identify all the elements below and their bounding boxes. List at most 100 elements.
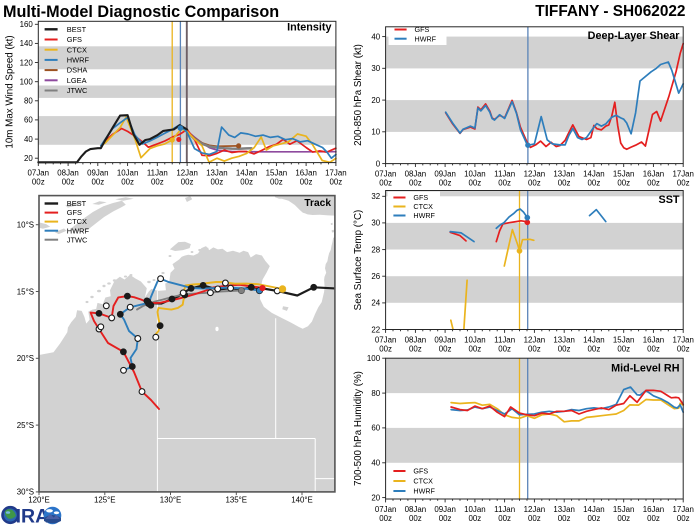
- svg-text:07Jan: 07Jan: [375, 335, 397, 344]
- svg-text:11Jan: 11Jan: [494, 335, 515, 344]
- svg-text:00z: 00z: [270, 178, 283, 187]
- svg-text:SST: SST: [659, 194, 680, 206]
- svg-text:11Jan: 11Jan: [494, 505, 515, 514]
- svg-text:20: 20: [371, 493, 380, 502]
- svg-text:00z: 00z: [647, 179, 660, 188]
- svg-text:10°S: 10°S: [17, 221, 34, 230]
- svg-text:13Jan: 13Jan: [553, 505, 575, 514]
- svg-text:140: 140: [20, 39, 34, 48]
- svg-text:00z: 00z: [409, 179, 422, 188]
- svg-text:26: 26: [371, 272, 380, 281]
- svg-text:24: 24: [371, 299, 380, 308]
- svg-text:125°E: 125°E: [94, 496, 116, 505]
- svg-text:00z: 00z: [677, 344, 690, 353]
- svg-text:Deep-Layer Shear: Deep-Layer Shear: [588, 30, 681, 42]
- svg-text:17Jan: 17Jan: [672, 335, 694, 344]
- svg-text:25°S: 25°S: [17, 421, 34, 430]
- svg-text:00z: 00z: [558, 514, 571, 523]
- svg-text:GFS: GFS: [413, 193, 428, 202]
- svg-text:700-500 hPa Humidity (%): 700-500 hPa Humidity (%): [353, 371, 364, 486]
- svg-text:CTCX: CTCX: [67, 45, 87, 54]
- svg-text:00z: 00z: [439, 344, 452, 353]
- svg-text:16Jan: 16Jan: [295, 168, 317, 177]
- svg-text:CTCX: CTCX: [413, 202, 433, 211]
- svg-text:10Jan: 10Jan: [464, 505, 486, 514]
- svg-text:GFS: GFS: [415, 25, 430, 34]
- svg-text:09Jan: 09Jan: [87, 168, 109, 177]
- svg-text:00z: 00z: [379, 514, 392, 523]
- svg-text:GFS: GFS: [413, 467, 428, 476]
- svg-text:32: 32: [371, 192, 380, 201]
- svg-text:17Jan: 17Jan: [325, 168, 347, 177]
- svg-text:15Jan: 15Jan: [613, 505, 635, 514]
- svg-text:17Jan: 17Jan: [672, 169, 694, 178]
- svg-text:00z: 00z: [617, 514, 630, 523]
- svg-text:00z: 00z: [121, 178, 134, 187]
- svg-text:20: 20: [371, 96, 380, 105]
- svg-text:00z: 00z: [617, 179, 630, 188]
- svg-text:00z: 00z: [498, 344, 511, 353]
- svg-text:00z: 00z: [409, 514, 422, 523]
- svg-text:00z: 00z: [300, 178, 313, 187]
- svg-text:15°S: 15°S: [17, 287, 34, 296]
- svg-text:00z: 00z: [240, 178, 253, 187]
- svg-text:130°E: 130°E: [160, 496, 182, 505]
- svg-text:07Jan: 07Jan: [375, 169, 397, 178]
- svg-text:00z: 00z: [151, 178, 164, 187]
- svg-text:00z: 00z: [677, 179, 690, 188]
- svg-text:00z: 00z: [588, 344, 601, 353]
- svg-text:Track: Track: [304, 198, 331, 209]
- svg-text:LGEA: LGEA: [67, 76, 87, 85]
- svg-text:10: 10: [371, 128, 380, 137]
- svg-text:140°E: 140°E: [291, 496, 313, 505]
- svg-text:00z: 00z: [528, 179, 541, 188]
- svg-text:Mid-Level RH: Mid-Level RH: [611, 363, 680, 375]
- svg-text:HWRF: HWRF: [415, 34, 437, 43]
- svg-text:14Jan: 14Jan: [583, 505, 605, 514]
- svg-text:00z: 00z: [558, 179, 571, 188]
- svg-text:11Jan: 11Jan: [494, 169, 515, 178]
- svg-text:JTWC: JTWC: [67, 86, 88, 95]
- svg-text:00z: 00z: [91, 178, 104, 187]
- svg-text:10m Max Wind Speed (kt): 10m Max Wind Speed (kt): [5, 35, 16, 148]
- svg-text:13Jan: 13Jan: [553, 169, 575, 178]
- svg-text:40: 40: [371, 32, 380, 41]
- svg-text:22: 22: [371, 325, 380, 334]
- svg-text:00z: 00z: [32, 178, 45, 187]
- svg-text:BEST: BEST: [67, 25, 87, 34]
- svg-text:Intensity: Intensity: [287, 22, 331, 34]
- svg-text:80: 80: [24, 97, 33, 106]
- svg-text:120°E: 120°E: [28, 496, 50, 505]
- svg-text:00z: 00z: [439, 179, 452, 188]
- svg-text:08Jan: 08Jan: [57, 168, 79, 177]
- svg-text:00z: 00z: [439, 514, 452, 523]
- svg-text:00z: 00z: [379, 179, 392, 188]
- svg-text:00z: 00z: [409, 344, 422, 353]
- svg-text:60: 60: [371, 424, 380, 433]
- svg-text:TIFFANY - SH062022: TIFFANY - SH062022: [535, 3, 685, 20]
- svg-text:09Jan: 09Jan: [434, 169, 456, 178]
- svg-text:HWRF: HWRF: [67, 56, 90, 65]
- svg-text:BEST: BEST: [67, 199, 87, 208]
- svg-text:20°S: 20°S: [17, 354, 34, 363]
- svg-text:30: 30: [371, 219, 380, 228]
- svg-text:09Jan: 09Jan: [434, 505, 456, 514]
- svg-text:07Jan: 07Jan: [28, 168, 50, 177]
- svg-text:15Jan: 15Jan: [613, 335, 635, 344]
- svg-text:200-850 hPa Shear (kt): 200-850 hPa Shear (kt): [353, 44, 364, 146]
- svg-text:00z: 00z: [588, 179, 601, 188]
- svg-text:11Jan: 11Jan: [147, 168, 168, 177]
- svg-text:00z: 00z: [469, 514, 482, 523]
- svg-text:Multi-Model Diagnostic Compari: Multi-Model Diagnostic Comparison: [3, 3, 279, 21]
- svg-text:00z: 00z: [647, 344, 660, 353]
- svg-text:10Jan: 10Jan: [117, 168, 139, 177]
- svg-text:40: 40: [371, 459, 380, 468]
- svg-text:14Jan: 14Jan: [236, 168, 258, 177]
- svg-text:28: 28: [371, 245, 380, 254]
- svg-text:12Jan: 12Jan: [176, 168, 198, 177]
- svg-text:30: 30: [371, 64, 380, 73]
- svg-text:12Jan: 12Jan: [524, 169, 546, 178]
- svg-text:08Jan: 08Jan: [405, 169, 427, 178]
- svg-text:HWRF: HWRF: [413, 487, 435, 496]
- svg-text:00z: 00z: [617, 344, 630, 353]
